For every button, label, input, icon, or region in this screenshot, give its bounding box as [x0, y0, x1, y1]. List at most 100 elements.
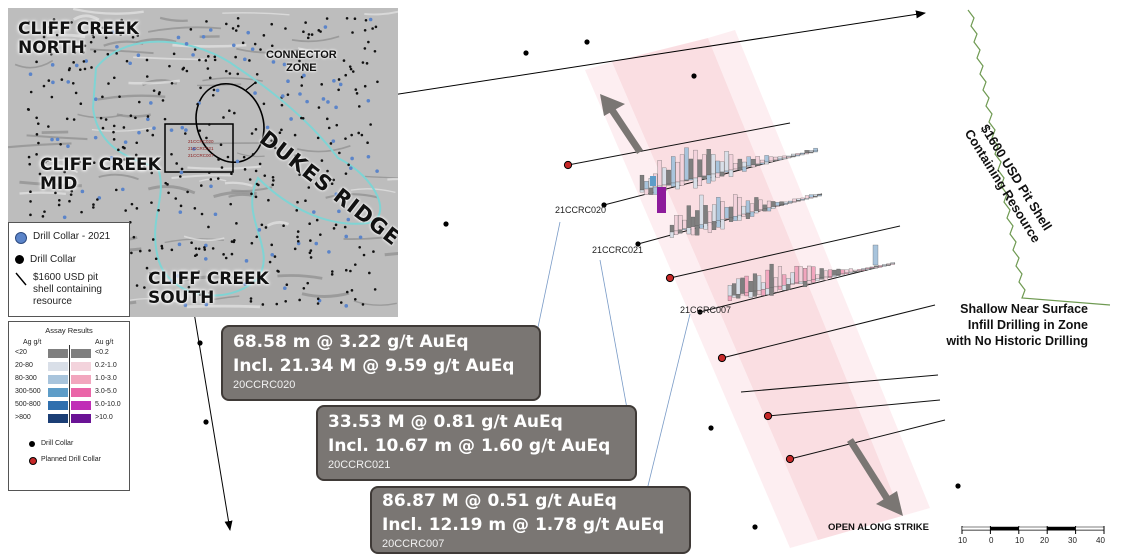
- drill-collar: [126, 60, 129, 63]
- drill-collar: [335, 224, 338, 227]
- assay-bar-up: [738, 159, 742, 168]
- drill-collar: [255, 170, 258, 173]
- assay-bar-down: [814, 151, 818, 152]
- assay-bar-down: [693, 178, 697, 188]
- open-along-strike-label: OPEN ALONG STRIKE: [828, 522, 929, 533]
- drill-collar: [304, 21, 307, 24]
- callout-included: Incl. 21.34 M @ 9.59 g/t AuEq: [223, 354, 539, 378]
- ag-swatch: [48, 375, 68, 384]
- drill-collar: [304, 199, 307, 202]
- scale-segment: [962, 527, 990, 530]
- drill-collar-2021-symbol: [15, 232, 27, 244]
- hole-label-21ccrc021: 21CCRC021: [592, 245, 643, 255]
- drill-collar-2021: [375, 169, 379, 173]
- drill-collar: [272, 176, 275, 179]
- drill-collar: [366, 141, 369, 144]
- drill-collar: [73, 118, 76, 121]
- drill-collar: [229, 203, 232, 206]
- drill-collar: [317, 137, 320, 140]
- inset-hole-label: 21CCRC020: [188, 139, 214, 144]
- drill-collar: [233, 112, 236, 115]
- assay-bar-up: [738, 197, 742, 215]
- assay-bar-down: [782, 158, 786, 159]
- drill-collar: [29, 190, 32, 193]
- assay-bar-up: [792, 199, 796, 201]
- drill-collar: [308, 33, 311, 36]
- drill-collar: [197, 340, 202, 345]
- scale-segment: [1047, 527, 1075, 530]
- drill-collar: [337, 88, 340, 91]
- drill-collar-2021: [324, 25, 328, 29]
- assay-bar-down: [866, 269, 870, 270]
- assay-bar-up: [765, 155, 769, 162]
- drill-collar: [259, 163, 262, 166]
- drill-collar: [296, 201, 299, 204]
- drill-collar: [51, 96, 54, 99]
- assay-bar-up: [791, 273, 795, 284]
- assay-bar-up: [757, 276, 761, 290]
- drill-collar: [343, 59, 346, 62]
- au-range: >10.0: [95, 414, 113, 421]
- assay-bar-down: [707, 175, 711, 183]
- drill-collar: [61, 78, 64, 81]
- assay-bar-down: [704, 224, 708, 230]
- drill-collar: [198, 59, 201, 62]
- drill-collar: [354, 298, 357, 301]
- assay-bar-down: [805, 153, 809, 154]
- assay-bar-down: [786, 284, 790, 289]
- assay-bar-up: [729, 207, 733, 217]
- drill-collar-2021: [177, 36, 181, 40]
- drill-collar: [201, 213, 204, 216]
- drill-collar: [199, 86, 202, 89]
- assay-bar-down: [784, 204, 788, 205]
- drill-collar-2021: [350, 157, 354, 161]
- assay-bar-down: [870, 268, 874, 269]
- drill-collar-2021: [367, 99, 371, 103]
- assay-bar-down: [667, 184, 671, 185]
- assay-bar-up: [742, 206, 746, 214]
- drill-collar: [184, 132, 187, 135]
- assay-bar-down: [809, 197, 813, 198]
- drill-collar: [205, 59, 208, 62]
- hole-label-21ccrc020: 21CCRC020: [555, 205, 606, 215]
- drill-collar: [372, 250, 375, 253]
- assay-bar-down: [824, 277, 828, 280]
- drill-collar: [255, 128, 258, 131]
- assay-bar-down: [700, 225, 704, 229]
- inset-hole-label: 21CCRC021: [188, 146, 214, 151]
- assay-bar-up: [667, 170, 671, 184]
- drill-collar: [331, 270, 334, 273]
- drill-collar: [146, 59, 149, 62]
- ag-range: <20: [15, 349, 27, 356]
- callout-hole-id: 20CCRC021: [318, 458, 635, 472]
- assay-bar-down: [816, 279, 820, 281]
- assay-bar-up: [862, 268, 866, 269]
- assay-bar-down: [671, 183, 675, 187]
- drill-collar: [230, 172, 233, 175]
- drill-collar: [354, 17, 357, 20]
- drill-collar-2021: [258, 228, 262, 232]
- assay-bar-down: [712, 221, 716, 229]
- map-legend: Drill Collar - 2021 Drill Collar $1600 U…: [8, 222, 130, 317]
- assay-bar-up: [803, 268, 807, 281]
- label-cliff-creek-south: CLIFF CREEK SOUTH: [148, 270, 269, 308]
- assay-bar-up: [812, 267, 816, 280]
- assay-bar-up: [770, 264, 774, 288]
- assay-bar-down: [805, 198, 809, 199]
- assay-bar-up: [685, 148, 689, 180]
- ag-header: Ag g/t: [23, 339, 41, 346]
- drill-collar-2021: [270, 253, 274, 257]
- assay-bar-up: [698, 160, 702, 177]
- drill-collar: [138, 101, 141, 104]
- drill-collar: [277, 270, 280, 273]
- assay-bar-up: [693, 150, 697, 178]
- drill-collar-2021: [180, 171, 184, 175]
- drill-collar: [28, 156, 31, 159]
- drill-collar: [225, 257, 228, 260]
- assay-bar-down: [801, 199, 805, 200]
- drill-collar-2021: [243, 58, 247, 62]
- drill-collar: [354, 88, 357, 91]
- drill-collar: [212, 94, 215, 97]
- drill-collar-2021: [236, 160, 240, 164]
- drill-collar: [317, 298, 320, 301]
